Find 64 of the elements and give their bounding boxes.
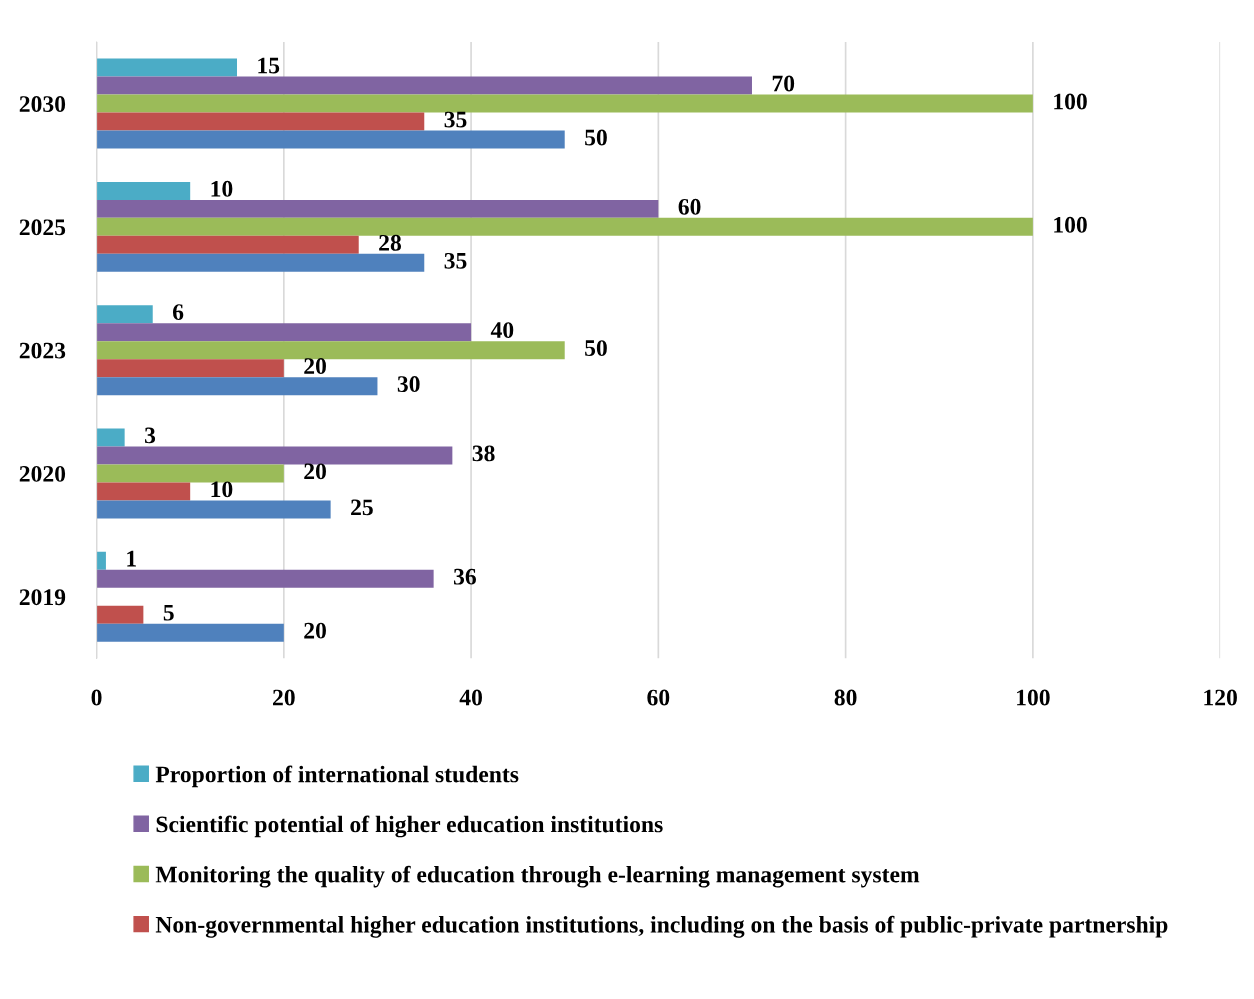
y-tick-label: 2025 (19, 219, 66, 236)
bar (96, 112, 425, 131)
data-label: 10 (211, 180, 233, 197)
bar (96, 199, 659, 218)
data-label: 20 (304, 463, 326, 480)
bar (96, 551, 106, 570)
bar (96, 130, 565, 149)
bar (96, 217, 1033, 236)
x-tick-label: 60 (647, 689, 670, 706)
bar (96, 253, 425, 272)
bar (96, 76, 752, 95)
y-tick-label: 2020 (19, 465, 66, 482)
data-label: 70 (772, 75, 795, 92)
data-label: 36 (453, 568, 476, 585)
data-label: 50 (585, 129, 607, 146)
bar (96, 500, 331, 519)
legend-label: Scientific potential of higher education institutions (156, 815, 663, 838)
data-label: 6 (172, 304, 184, 321)
y-tick-label: 2023 (19, 342, 66, 359)
x-tick-label: 0 (91, 689, 102, 706)
bar (96, 94, 1033, 113)
legend-label: Non-governmental higher education institutions, including on the basis of public-private partnership (155, 915, 1168, 938)
bar (96, 569, 434, 588)
x-tick-label: 120 (1204, 689, 1237, 706)
bar (96, 605, 144, 624)
data-label: 20 (304, 622, 326, 639)
bar (96, 623, 284, 642)
data-label: 5 (163, 604, 174, 621)
x-tick-label: 100 (1017, 689, 1050, 706)
bar (96, 464, 284, 483)
data-label: 100 (1054, 216, 1087, 233)
data-label: 3 (144, 427, 156, 444)
data-label: 50 (585, 340, 607, 357)
bar (96, 323, 472, 342)
data-label: 40 (490, 322, 514, 339)
bar (96, 305, 153, 324)
legend-label: Monitoring the quality of education through e-learning management system (155, 865, 920, 888)
x-tick-label: 40 (459, 689, 482, 706)
y-tick-label: 2030 (19, 96, 66, 113)
bar (96, 359, 284, 378)
data-label: 38 (472, 445, 495, 462)
x-tick-label: 80 (834, 689, 857, 706)
data-label: 1 (127, 550, 136, 567)
data-label: 15 (258, 57, 280, 74)
bar (96, 181, 191, 200)
x-tick-label: 20 (273, 689, 295, 706)
bar (96, 428, 125, 447)
data-label: 25 (351, 499, 373, 516)
legend-label: Proportion of international students (155, 765, 519, 788)
bar (96, 341, 565, 360)
bar (96, 235, 359, 254)
y-tick-label: 2019 (19, 589, 66, 606)
data-label: 35 (444, 252, 467, 269)
data-label: 30 (397, 376, 420, 393)
bar (96, 377, 378, 396)
data-label: 20 (304, 358, 326, 375)
data-label: 10 (211, 481, 233, 498)
bar (96, 58, 238, 77)
data-label: 100 (1054, 93, 1087, 110)
bar (96, 482, 191, 501)
data-label: 35 (444, 111, 467, 128)
data-label: 28 (379, 234, 401, 251)
bar (96, 446, 453, 465)
data-label: 60 (678, 198, 701, 215)
